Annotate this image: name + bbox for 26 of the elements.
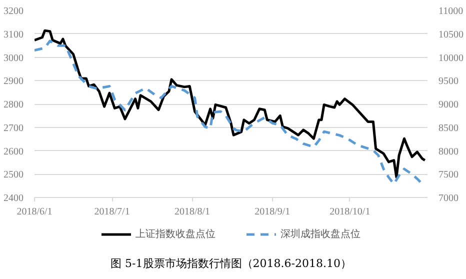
- y2-tick-label: 10500: [438, 29, 464, 40]
- y2-tick-label: 8500: [438, 122, 458, 134]
- y2-tick-label: 11000: [438, 6, 464, 17]
- y2-tick-label: 10000: [438, 52, 464, 64]
- x-tick-label: 2018/10/1: [330, 206, 370, 218]
- y-tick-label: 3000: [4, 52, 24, 64]
- y-tick-label: 2700: [4, 122, 24, 134]
- y2-tick-label: 7000: [438, 193, 458, 204]
- x-tick-label: 2018/9/1: [254, 206, 290, 218]
- y-tick-label: 3200: [4, 6, 24, 17]
- y2-tick-label: 9500: [438, 76, 458, 88]
- text: 图 5-1股票市场指数行情图（2018.6-2018.10）: [110, 257, 352, 270]
- y-tick-label: 2900: [4, 76, 24, 88]
- x-tick-label: 2018/6/1: [16, 206, 52, 218]
- y-tick-label: 2800: [4, 100, 24, 110]
- legend-label: 深圳成指收盘点位: [280, 228, 360, 241]
- x-tick-label: 2018/8/1: [174, 206, 210, 218]
- y-tick-label: 3100: [4, 29, 24, 40]
- y2-tick-label: 7500: [438, 170, 458, 181]
- y-tick-label: 2400: [4, 193, 24, 204]
- y-tick-label: 2600: [4, 146, 24, 158]
- y2-tick-label: 8000: [438, 146, 458, 158]
- legend-label: 上证指数收盘点位: [136, 228, 216, 241]
- x-tick-label: 2018/7/1: [94, 206, 130, 218]
- y-tick-label: 2500: [4, 170, 24, 181]
- y2-tick-label: 9000: [438, 100, 458, 110]
